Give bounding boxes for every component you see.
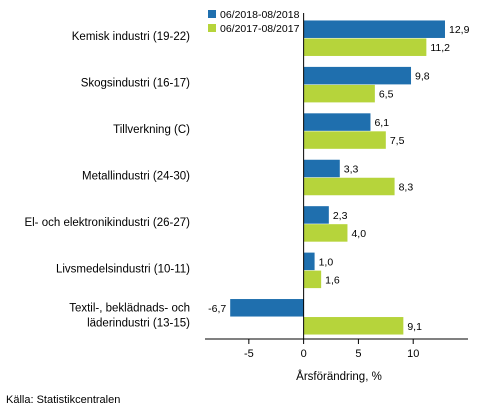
value-label-s0-c4: 2,3 — [333, 210, 348, 222]
bar-s1-c0 — [303, 38, 427, 56]
x-axis-title: Årsförändring, % — [296, 370, 382, 383]
category-label-6: Textil-, beklädnads- och läderindustri (1… — [69, 302, 190, 329]
x-tick-label-1: 0 — [301, 348, 307, 360]
category-label-line: Skogsindustri (16-17) — [81, 78, 190, 90]
bar-s0-c4 — [303, 206, 329, 224]
category-label-5: Livsmedelsindustri (10-11) — [56, 263, 190, 275]
bar-s0-c3 — [303, 159, 340, 178]
value-label-s1-c2: 7,5 — [390, 135, 405, 147]
value-label-s1-c5: 1,6 — [325, 274, 340, 286]
bar-s1-c4 — [303, 224, 348, 242]
value-label-s0-c3: 3,3 — [344, 164, 359, 176]
legend-label-0: 06/2018-08/2018 — [220, 9, 300, 21]
category-label-3: Metallindustri (24-30) — [82, 171, 190, 183]
value-label-s0-c1: 9,8 — [415, 71, 430, 83]
category-label-2: Tillverkning (C) — [113, 124, 190, 136]
value-label-s0-c2: 6,1 — [374, 117, 389, 129]
bar-s0-c6 — [230, 299, 304, 317]
value-label-s0-c6: -6,7 — [208, 303, 226, 315]
legend-swatch-1 — [208, 24, 216, 32]
category-label-4: El- och elektronikindustri (26-27) — [24, 217, 190, 229]
bar-s1-c1 — [303, 84, 375, 103]
value-label-s1-c1: 6,5 — [379, 89, 394, 101]
value-label-s0-c0: 12,9 — [449, 24, 470, 36]
bar-s0-c2 — [303, 113, 371, 131]
legend-swatch-0 — [208, 10, 216, 18]
legend-label-1: 06/2017-08/2017 — [220, 23, 300, 35]
x-tick-label-2: 5 — [355, 348, 361, 360]
bar-s0-c1 — [303, 66, 412, 85]
bar-s0-c0 — [303, 20, 445, 38]
category-label-line: läderindustri (13-15) — [87, 317, 190, 329]
bar-s1-c6 — [303, 317, 404, 335]
category-label-line: El- och elektronikindustri (26-27) — [24, 217, 190, 229]
category-label-line: Livsmedelsindustri (10-11) — [56, 263, 190, 275]
category-label-line: Metallindustri (24-30) — [82, 171, 190, 183]
source-note: Källa: Statistikcentralen — [6, 394, 121, 406]
category-label-line: Kemisk industri (19-22) — [72, 31, 190, 43]
bar-s1-c3 — [303, 177, 395, 196]
value-label-s1-c6: 9,1 — [407, 321, 422, 333]
bar-s1-c5 — [303, 270, 322, 289]
x-tick-label-0: -5 — [244, 348, 254, 360]
category-label-line: Tillverkning (C) — [113, 124, 190, 136]
value-label-s1-c4: 4,0 — [351, 228, 366, 240]
x-tick-label-3: 10 — [407, 348, 419, 360]
value-label-s1-c3: 8,3 — [399, 182, 414, 194]
category-label-1: Skogsindustri (16-17) — [81, 78, 190, 90]
bar-s1-c2 — [303, 131, 386, 149]
value-label-s0-c5: 1,0 — [319, 256, 334, 268]
category-label-line: Textil-, beklädnads- och — [69, 302, 190, 314]
category-label-0: Kemisk industri (19-22) — [72, 31, 190, 43]
bar-s0-c5 — [303, 252, 315, 271]
value-label-s1-c0: 11,2 — [430, 42, 450, 54]
